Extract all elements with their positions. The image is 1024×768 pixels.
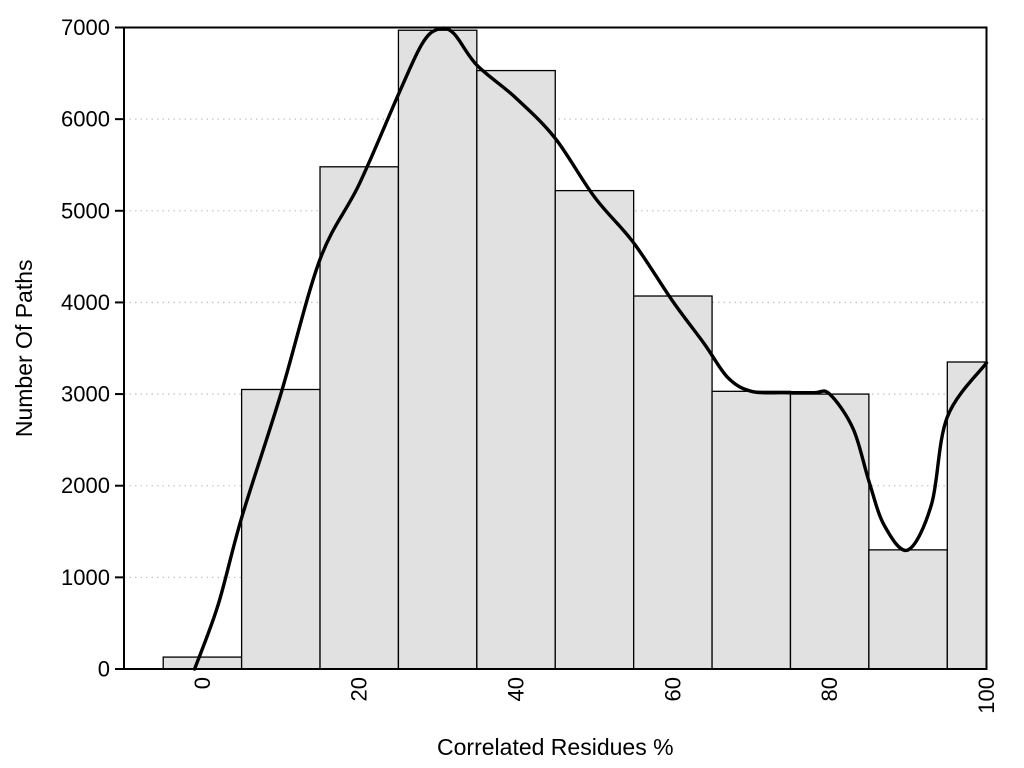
histogram-bar xyxy=(633,295,713,670)
histogram-bar xyxy=(946,361,988,670)
x-tick-label: 0 xyxy=(190,677,215,689)
x-tick-label: 40 xyxy=(504,677,529,701)
x-axis: 0 20 40 60 80 100 xyxy=(190,677,999,714)
histogram-bar xyxy=(319,166,400,670)
histogram-bar xyxy=(162,656,243,670)
histogram-bar xyxy=(554,189,635,670)
histogram-bar xyxy=(397,29,478,670)
y-tick-label: 7000 xyxy=(61,15,110,40)
x-axis-title: Correlated Residues % xyxy=(437,734,674,760)
x-tick-label: 60 xyxy=(660,677,685,701)
y-tick-label: 1000 xyxy=(61,565,110,590)
y-tick-label: 6000 xyxy=(61,107,110,132)
histogram-bar xyxy=(240,388,321,670)
y-tick-label: 0 xyxy=(98,657,110,682)
histogram-bar xyxy=(711,390,792,670)
x-tick-label: 100 xyxy=(974,677,999,714)
histogram-bars xyxy=(162,29,988,670)
y-tick-label: 2000 xyxy=(61,473,110,498)
x-tick-label: 80 xyxy=(817,677,842,701)
y-tick-label: 5000 xyxy=(61,198,110,223)
histogram-bar xyxy=(476,69,556,670)
y-tick-label: 4000 xyxy=(61,290,110,315)
y-tick-label: 3000 xyxy=(61,382,110,407)
histogram-bar xyxy=(868,549,948,670)
y-axis: 0 1000 2000 3000 4000 5000 6000 7000 xyxy=(61,15,124,682)
smoothed-trend-curve xyxy=(192,26,989,671)
x-tick-label: 20 xyxy=(347,677,372,701)
plot-frame xyxy=(123,26,988,670)
y-axis-title: Number Of Paths xyxy=(11,259,37,437)
